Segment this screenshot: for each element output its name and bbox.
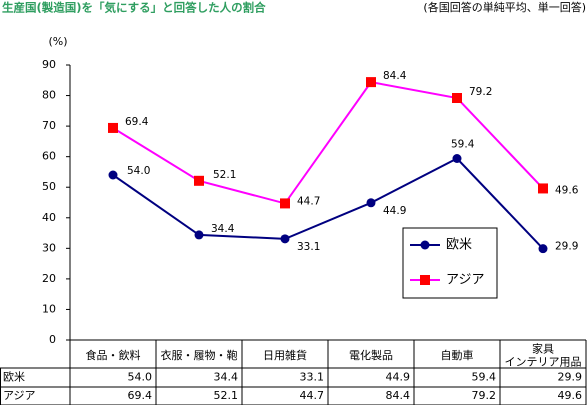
marker: [366, 198, 376, 208]
table-cell: 69.4: [128, 389, 153, 402]
x-tick-label: 自動車: [441, 348, 474, 362]
y-tick-label: 80: [42, 89, 56, 102]
table-cell: 44.9: [386, 371, 411, 384]
data-label: 54.0: [127, 165, 150, 177]
table-cell: 84.4: [386, 389, 411, 402]
series-line: [112, 81, 544, 205]
legend-label: 欧米: [446, 238, 472, 253]
chart-title: 生産国(製造国)を「気にする」と回答した人の割合: [2, 1, 266, 15]
marker: [194, 175, 204, 186]
table-row-label: 欧米: [3, 371, 25, 384]
legend-marker: [420, 240, 430, 250]
table-cell: 33.1: [300, 371, 325, 384]
marker: [366, 77, 376, 88]
table-cell: 44.7: [300, 389, 325, 402]
y-tick-label: 30: [42, 241, 56, 254]
data-label: 69.4: [125, 116, 149, 128]
marker: [108, 170, 118, 180]
table-cell: 49.6: [558, 389, 583, 402]
y-tick-label: 10: [42, 302, 56, 315]
x-tick-label: 家具インテリア用品: [505, 342, 582, 369]
data-label: 33.1: [297, 241, 320, 253]
data-label: 79.2: [469, 86, 492, 98]
y-tick-label: 90: [42, 58, 56, 71]
marker: [280, 198, 290, 209]
table-cell: 79.2: [472, 389, 497, 402]
legend-marker: [420, 275, 430, 285]
table-cell: 52.1: [214, 389, 239, 402]
data-label: 84.4: [383, 70, 407, 82]
legend-box: [402, 227, 498, 299]
y-tick-label: 60: [42, 150, 56, 163]
data-label: 49.6: [555, 184, 579, 196]
table-row-label: アジア: [3, 389, 36, 402]
chart-subtitle: (各国回答の単純平均、単一回答): [423, 0, 586, 14]
y-tick-label: 20: [42, 272, 56, 285]
x-tick-label: 電化製品: [349, 348, 393, 362]
legend-label: アジア: [446, 273, 484, 288]
table-cell: 54.0: [128, 371, 153, 384]
y-tick-label: 70: [42, 119, 56, 132]
data-label: 59.4: [451, 139, 475, 151]
y-tick-label: 50: [42, 180, 56, 193]
marker: [280, 234, 290, 244]
x-tick-label: 衣服・履物・鞄: [161, 348, 238, 362]
x-tick-label: 食品・飲料: [86, 348, 141, 362]
data-label: 29.9: [555, 241, 578, 253]
y-axis-label: (%): [48, 35, 67, 48]
y-tick-label: 0: [49, 333, 56, 346]
data-label: 34.4: [211, 223, 235, 235]
y-tick-label: 40: [42, 211, 56, 224]
marker: [108, 122, 118, 133]
x-tick-label: 日用雑貨: [263, 348, 307, 362]
data-label: 52.1: [213, 169, 236, 181]
table-cell: 29.9: [558, 371, 583, 384]
table-cell: 59.4: [472, 371, 497, 384]
table-cell: 34.4: [214, 371, 239, 384]
marker: [452, 93, 462, 103]
marker: [538, 244, 548, 254]
data-label: 44.7: [297, 195, 320, 207]
marker: [452, 154, 462, 163]
data-label: 44.9: [383, 205, 406, 217]
series-line: [112, 157, 544, 250]
marker: [194, 230, 204, 240]
marker: [538, 183, 548, 194]
